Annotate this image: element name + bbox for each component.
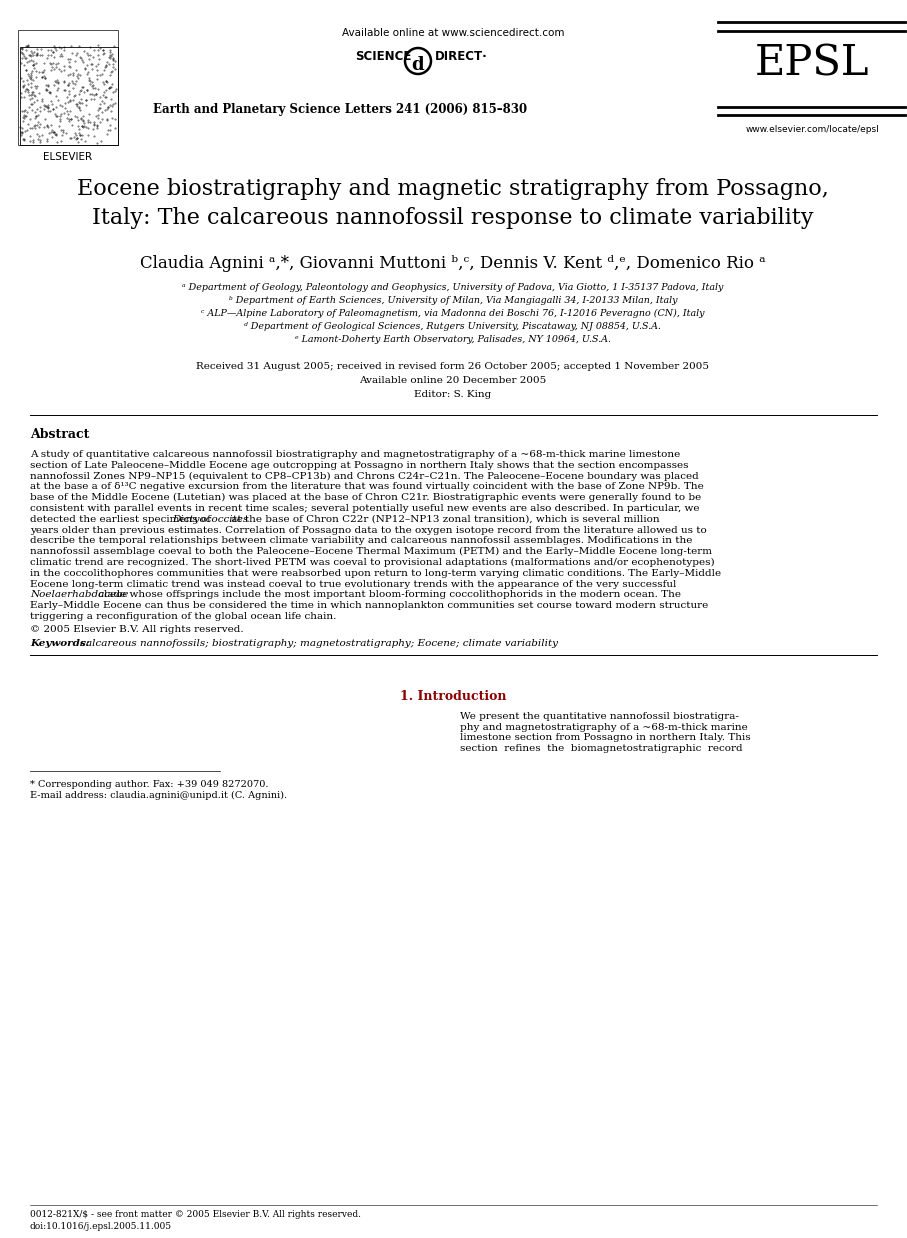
Text: describe the temporal relationships between climate variability and calcareous n: describe the temporal relationships betw… <box>30 536 692 546</box>
Text: Editor: S. King: Editor: S. King <box>414 390 492 399</box>
Text: limestone section from Possagno in northern Italy. This: limestone section from Possagno in north… <box>460 733 751 743</box>
Text: base of the Middle Eocene (Lutetian) was placed at the base of Chron C21r. Biost: base of the Middle Eocene (Lutetian) was… <box>30 493 701 503</box>
Text: Noelaerhabdaceae: Noelaerhabdaceae <box>30 591 129 599</box>
Text: nannofossil Zones NP9–NP15 (equivalent to CP8–CP13b) and Chrons C24r–C21n. The P: nannofossil Zones NP9–NP15 (equivalent t… <box>30 472 698 480</box>
Text: Abstract: Abstract <box>30 428 90 441</box>
Text: section  refines  the  biomagnetostratigraphic  record: section refines the biomagnetostratigrap… <box>460 744 743 753</box>
Text: climatic trend are recognized. The short-lived PETM was coeval to provisional ad: climatic trend are recognized. The short… <box>30 558 715 567</box>
Text: * Corresponding author. Fax: +39 049 8272070.: * Corresponding author. Fax: +39 049 827… <box>30 780 268 789</box>
Bar <box>18 30 118 145</box>
Text: © 2005 Elsevier B.V. All rights reserved.: © 2005 Elsevier B.V. All rights reserved… <box>30 625 244 634</box>
Text: calcareous nannofossils; biostratigraphy; magnetostratigraphy; Eocene; climate v: calcareous nannofossils; biostratigraphy… <box>77 639 558 647</box>
Text: years older than previous estimates. Correlation of Possagno data to the oxygen : years older than previous estimates. Cor… <box>30 526 707 535</box>
Text: consistent with parallel events in recent time scales; several potentially usefu: consistent with parallel events in recen… <box>30 504 699 513</box>
Text: d: d <box>412 56 424 74</box>
Text: Eocene long-term climatic trend was instead coeval to true evolutionary trends w: Eocene long-term climatic trend was inst… <box>30 579 677 588</box>
Text: Earth and Planetary Science Letters 241 (2006) 815–830: Earth and Planetary Science Letters 241 … <box>153 103 527 116</box>
Text: detected the earliest specimens of: detected the earliest specimens of <box>30 515 214 524</box>
Text: A study of quantitative calcareous nannofossil biostratigraphy and magnetostrati: A study of quantitative calcareous nanno… <box>30 449 680 459</box>
Text: Available online 20 December 2005: Available online 20 December 2005 <box>359 376 547 385</box>
Text: Keywords:: Keywords: <box>30 639 90 647</box>
Text: at the base of Chron C22r (NP12–NP13 zonal transition), which is several million: at the base of Chron C22r (NP12–NP13 zon… <box>229 515 660 524</box>
Text: EPSL: EPSL <box>755 42 869 84</box>
Text: phy and magnetostratigraphy of a ~68-m-thick marine: phy and magnetostratigraphy of a ~68-m-t… <box>460 723 747 732</box>
Text: ᵇ Department of Earth Sciences, University of Milan, Via Mangiagalli 34, I-20133: ᵇ Department of Earth Sciences, Universi… <box>229 296 678 305</box>
Text: 0012-821X/$ - see front matter © 2005 Elsevier B.V. All rights reserved.: 0012-821X/$ - see front matter © 2005 El… <box>30 1210 361 1219</box>
Text: triggering a reconfiguration of the global ocean life chain.: triggering a reconfiguration of the glob… <box>30 612 336 621</box>
Text: 1. Introduction: 1. Introduction <box>400 690 506 703</box>
Text: doi:10.1016/j.epsl.2005.11.005: doi:10.1016/j.epsl.2005.11.005 <box>30 1222 172 1231</box>
Text: We present the quantitative nannofossil biostratigra-: We present the quantitative nannofossil … <box>460 712 739 721</box>
Text: Received 31 August 2005; received in revised form 26 October 2005; accepted 1 No: Received 31 August 2005; received in rev… <box>197 361 709 371</box>
Text: nannofossil assemblage coeval to both the Paleocene–Eocene Thermal Maximum (PETM: nannofossil assemblage coeval to both th… <box>30 547 712 556</box>
Text: Italy: The calcareous nannofossil response to climate variability: Italy: The calcareous nannofossil respon… <box>93 207 814 229</box>
Text: Available online at www.sciencedirect.com: Available online at www.sciencedirect.co… <box>342 28 564 38</box>
Text: Claudia Agnini ᵃ,*, Giovanni Muttoni ᵇ,ᶜ, Dennis V. Kent ᵈ,ᵉ, Domenico Rio ᵃ: Claudia Agnini ᵃ,*, Giovanni Muttoni ᵇ,ᶜ… <box>141 255 766 272</box>
Text: section of Late Paleocene–Middle Eocene age outcropping at Possagno in northern : section of Late Paleocene–Middle Eocene … <box>30 461 688 469</box>
Text: in the coccolithophores communities that were reabsorbed upon return to long-ter: in the coccolithophores communities that… <box>30 568 721 578</box>
Text: Early–Middle Eocene can thus be considered the time in which nannoplankton commu: Early–Middle Eocene can thus be consider… <box>30 602 708 610</box>
Text: www.elsevier.com/locate/epsl: www.elsevier.com/locate/epsl <box>746 125 879 134</box>
Text: ᵉ Lamont-Doherty Earth Observatory, Palisades, NY 10964, U.S.A.: ᵉ Lamont-Doherty Earth Observatory, Pali… <box>295 335 611 344</box>
Text: ᶜ ALP—Alpine Laboratory of Paleomagnetism, via Madonna dei Boschi 76, I-12016 Pe: ᶜ ALP—Alpine Laboratory of Paleomagnetis… <box>201 310 705 318</box>
Bar <box>20 47 118 145</box>
Text: SCIENCE: SCIENCE <box>355 50 412 63</box>
Text: at the base a of δ¹³C negative excursion from the literature that was found virt: at the base a of δ¹³C negative excursion… <box>30 483 704 491</box>
Text: ELSEVIER: ELSEVIER <box>44 152 93 162</box>
Text: Dictyococcites: Dictyococcites <box>171 515 248 524</box>
Text: E-mail address: claudia.agnini@unipd.it (C. Agnini).: E-mail address: claudia.agnini@unipd.it … <box>30 791 288 800</box>
Text: DIRECT·: DIRECT· <box>435 50 488 63</box>
Text: ᵃ Department of Geology, Paleontology and Geophysics, University of Padova, Via : ᵃ Department of Geology, Paleontology an… <box>182 284 724 292</box>
Text: ᵈ Department of Geological Sciences, Rutgers University, Piscataway, NJ 08854, U: ᵈ Department of Geological Sciences, Rut… <box>245 322 661 331</box>
Text: clade whose offsprings include the most important bloom-forming coccolithophorid: clade whose offsprings include the most … <box>95 591 681 599</box>
Text: Eocene biostratigraphy and magnetic stratigraphy from Possagno,: Eocene biostratigraphy and magnetic stra… <box>77 178 829 201</box>
